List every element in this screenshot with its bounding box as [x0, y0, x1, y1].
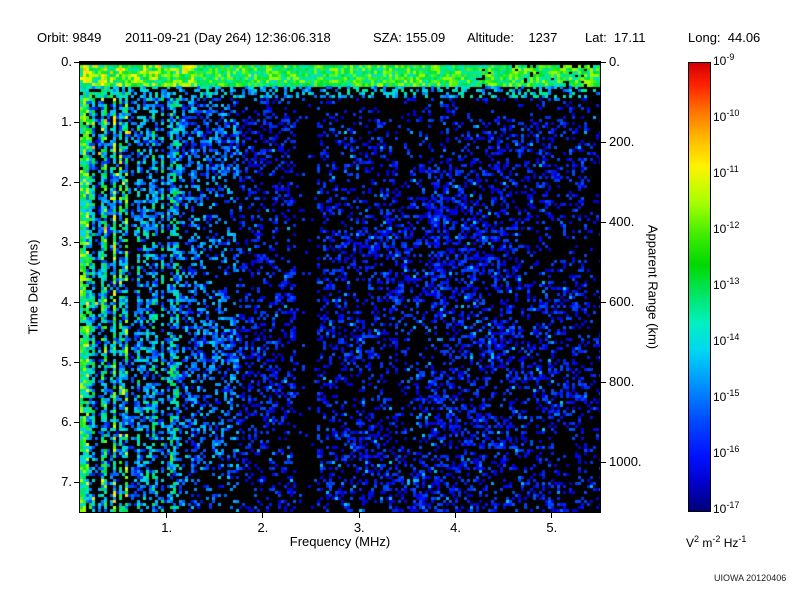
cb-tick-base: 10: [713, 110, 727, 124]
x-tick-mark: [551, 513, 553, 518]
spectrogram-canvas: [80, 62, 600, 512]
cb-tick-exp: -10: [726, 108, 740, 118]
cb-tick-exp: -9: [726, 52, 735, 62]
y-left-tick-label: 3.: [61, 234, 72, 249]
y-axis-title-right: Apparent Range (km): [645, 224, 661, 350]
header-datetime: 2011-09-21 (Day 264) 12:36:06.318: [125, 30, 331, 45]
colorbar-tick-label: 10-11: [713, 164, 739, 181]
colorbar-tick-label: 10-13: [713, 276, 740, 293]
y-right-tick-label: 1000.: [609, 454, 642, 469]
y-left-tick-label: 1.: [61, 114, 72, 129]
y-right-tick-mark: [601, 381, 606, 383]
cb-tick-base: 10: [713, 222, 727, 236]
y-left-tick-label: 7.: [61, 474, 72, 489]
colorbar: [688, 62, 711, 512]
y-right-tick-label: 800.: [609, 374, 635, 389]
y-right-tick-mark: [601, 301, 606, 303]
y-left-tick-label: 6.: [61, 414, 72, 429]
header-orbit: Orbit: 9849: [37, 30, 102, 45]
cb-tick-base: 10: [713, 334, 727, 348]
colorbar-tick-label: 10-15: [713, 388, 740, 405]
y-left-tick-mark: [74, 121, 79, 123]
colorbar-tick-label: 10-14: [713, 332, 740, 349]
cb-tick-base: 10: [713, 278, 727, 292]
cb-tick-exp: -11: [726, 164, 739, 174]
units-exp: -2: [712, 534, 721, 544]
header-sza: SZA: 155.09: [373, 30, 446, 45]
cb-tick-exp: -14: [726, 332, 740, 342]
cb-tick-exp: -16: [726, 444, 740, 454]
cb-tick-base: 10: [713, 446, 727, 460]
header-lat: Lat: 17.11: [585, 30, 646, 45]
y-right-tick-mark: [601, 61, 606, 63]
y-right-tick-label: 400.: [609, 214, 635, 229]
units-exp: -1: [738, 534, 747, 544]
y-right-tick-mark: [601, 141, 606, 143]
y-left-tick-label: 0.: [61, 54, 72, 69]
y-right-tick-label: 0.: [609, 54, 620, 69]
cb-tick-base: 10: [713, 502, 727, 516]
y-left-tick-mark: [74, 361, 79, 363]
x-tick-mark: [166, 513, 168, 518]
y-right-tick-mark: [601, 461, 606, 463]
y-right-tick-label: 600.: [609, 294, 635, 309]
colorbar-tick-label: 10-12: [713, 220, 740, 237]
x-axis-title: Frequency (MHz): [289, 534, 391, 549]
header-altitude: Altitude: 1237: [467, 30, 558, 45]
cb-tick-exp: -15: [726, 388, 740, 398]
x-tick-mark: [358, 513, 360, 518]
colorbar-units: V2 m-2 Hz-1: [686, 534, 747, 551]
y-axis-title-left: Time Delay (ms): [25, 239, 41, 335]
x-tick-label: 2.: [257, 520, 269, 535]
y-left-tick-mark: [74, 61, 79, 63]
colorbar-tick-label: 10-10: [713, 108, 740, 125]
x-tick-label: 1.: [161, 520, 173, 535]
x-tick-label: 4.: [450, 520, 461, 535]
y-left-tick-label: 2.: [61, 174, 72, 189]
x-tick-mark: [455, 513, 457, 518]
x-tick-label: 3.: [353, 520, 365, 535]
y-left-tick-mark: [74, 481, 79, 483]
colorbar-tick-label: 10-17: [713, 500, 740, 517]
y-right-tick-label: 200.: [609, 134, 635, 149]
units-exp: 2: [694, 534, 700, 544]
colorbar-tick-label: 10-16: [713, 444, 740, 461]
x-tick-label: 5.: [546, 520, 558, 535]
y-right-tick-mark: [601, 221, 606, 223]
cb-tick-base: 10: [713, 166, 727, 180]
y-left-tick-mark: [74, 181, 79, 183]
cb-tick-exp: -12: [726, 220, 740, 230]
y-left-tick-mark: [74, 421, 79, 423]
colorbar-tick-label: 10-9: [713, 52, 735, 69]
cb-tick-exp: -13: [726, 276, 740, 286]
cb-tick-base: 10: [713, 390, 727, 404]
credit-text: UIOWA 20120406: [714, 573, 787, 583]
y-left-tick-mark: [74, 301, 79, 303]
cb-tick-base: 10: [713, 54, 727, 68]
y-left-tick-mark: [74, 241, 79, 243]
cb-tick-exp: -17: [726, 500, 740, 510]
y-left-tick-label: 5.: [61, 354, 72, 369]
header-long: Long: 44.06: [688, 30, 761, 45]
x-tick-mark: [262, 513, 264, 518]
y-left-tick-label: 4.: [61, 294, 72, 309]
